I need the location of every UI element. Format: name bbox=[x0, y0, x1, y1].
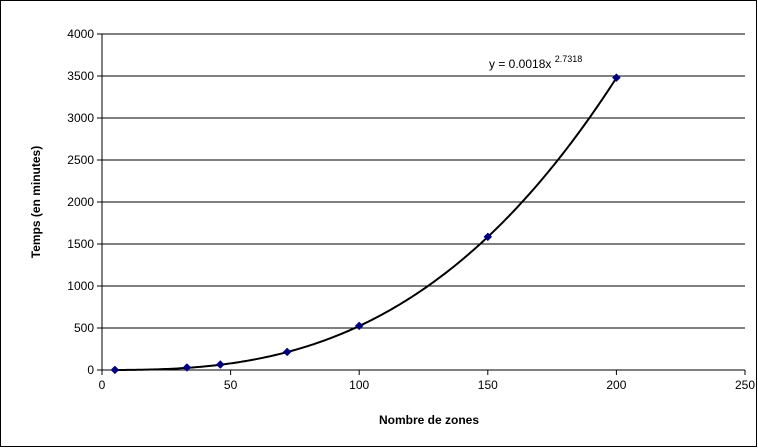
y-axis-title: Temps (en minutes) bbox=[29, 146, 43, 258]
data-point bbox=[483, 232, 493, 242]
y-tick-label: 0 bbox=[87, 363, 94, 377]
x-axis-title: Nombre de zones bbox=[379, 413, 479, 427]
tick-labels: 0 500 1000 1500 2000 2500 3000 3500 4000 0 50 100 15… bbox=[67, 27, 755, 392]
trendline-equation-base: y = 0.0018x bbox=[489, 57, 551, 71]
x-tick-label: 150 bbox=[478, 378, 498, 392]
y-tick-label: 1500 bbox=[67, 237, 94, 251]
y-tick-label: 2500 bbox=[67, 153, 94, 167]
trendline-equation: y = 0.0018x 2.7318 bbox=[489, 54, 582, 71]
trendline-equation-exponent: 2.7318 bbox=[555, 54, 583, 64]
y-tick-label: 2000 bbox=[67, 195, 94, 209]
x-tick-label: 100 bbox=[349, 378, 369, 392]
trendline-group bbox=[114, 77, 618, 371]
x-tick-label: 200 bbox=[606, 378, 626, 392]
axes bbox=[97, 33, 746, 375]
x-tick-label: 0 bbox=[99, 378, 106, 392]
y-tick-label: 1000 bbox=[67, 279, 94, 293]
data-point bbox=[182, 363, 192, 372]
y-tick-label: 3500 bbox=[67, 69, 94, 83]
data-point bbox=[354, 321, 364, 331]
grid-lines bbox=[102, 33, 745, 329]
data-point bbox=[612, 73, 621, 83]
y-tick-label: 500 bbox=[74, 321, 94, 335]
trendline bbox=[114, 77, 618, 371]
data-point bbox=[282, 347, 292, 357]
x-tick-label: 50 bbox=[224, 378, 238, 392]
x-tick-label: 250 bbox=[735, 378, 755, 392]
data-points bbox=[110, 73, 621, 375]
y-tick-label: 3000 bbox=[67, 111, 94, 125]
data-point bbox=[110, 365, 120, 375]
y-tick-label: 4000 bbox=[67, 27, 94, 41]
data-point bbox=[215, 360, 225, 369]
